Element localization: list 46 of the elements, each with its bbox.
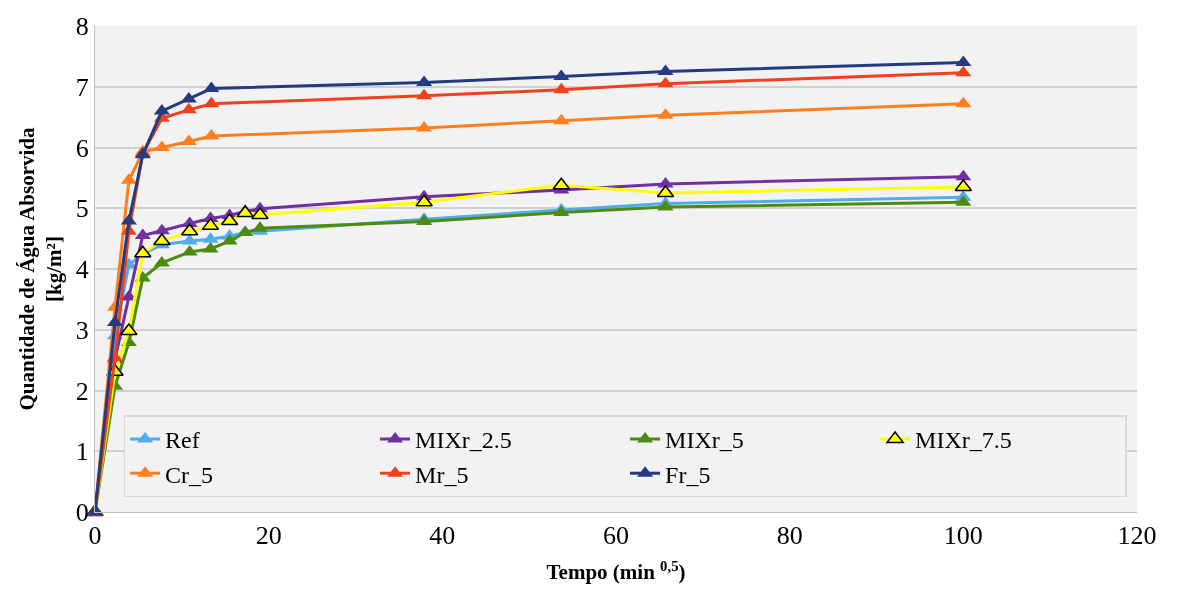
point [955, 169, 972, 181]
point [134, 228, 151, 240]
point [153, 223, 170, 235]
point [415, 194, 433, 207]
x-tick-label: 20 [255, 521, 282, 551]
legend-label: Cr_5 [165, 461, 214, 488]
legend-label: MIXr_7.5 [915, 427, 1012, 454]
point [657, 76, 674, 88]
point [181, 244, 198, 256]
y-tick-label: 2 [75, 376, 89, 406]
x-tick-label: 100 [943, 521, 983, 551]
y-tick-label: 3 [75, 315, 89, 345]
legend-label: Fr_5 [665, 461, 711, 488]
point [416, 88, 433, 100]
point [955, 96, 972, 108]
x-tick-label: 40 [429, 521, 456, 551]
legend-label: MIXr_2.5 [415, 427, 512, 454]
point [203, 96, 220, 108]
y-tick-label: 6 [75, 133, 89, 163]
point [251, 207, 269, 220]
point [153, 233, 171, 246]
point [553, 82, 570, 94]
point [120, 323, 138, 336]
x-tick-label: 60 [603, 521, 629, 551]
legend-label: Mr_5 [415, 461, 469, 488]
point [553, 113, 570, 125]
point [180, 102, 197, 114]
point [203, 81, 220, 93]
x-tick-label: 80 [776, 521, 803, 551]
y-tick-label: 8 [75, 12, 89, 42]
point [955, 65, 972, 77]
x-tick-label: 120 [1117, 521, 1157, 551]
y-axis-title: Quantidade de Água Absorvida [kg/m²] [14, 127, 66, 411]
point [153, 255, 170, 267]
y-tick-label: 5 [75, 194, 89, 224]
legend-label: Ref [165, 427, 200, 454]
y-tick-label: 7 [75, 72, 89, 102]
point [657, 64, 674, 76]
y-tick-label: 0 [75, 498, 89, 528]
legend-label: MIXr_5 [665, 427, 744, 454]
point [203, 128, 220, 140]
x-axis-title: Tempo (min $^{0,5}$) [546, 557, 686, 585]
y-tick-label: 4 [75, 255, 89, 285]
point [180, 91, 197, 103]
y-tick-label: 1 [75, 437, 89, 467]
point [202, 241, 219, 253]
